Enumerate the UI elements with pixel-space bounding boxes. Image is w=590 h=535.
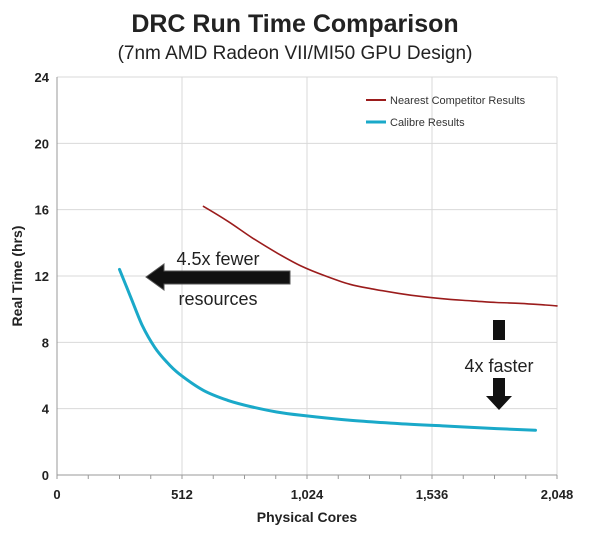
legend-label-nearest-competitor: Nearest Competitor Results [390,95,526,107]
y-axis-label: Real Time (hrs) [9,226,25,327]
y-tick-label: 20 [35,136,49,151]
series-line-nearest-competitor [202,205,558,307]
down-arrow-top-segment [493,320,505,340]
chart-title: DRC Run Time Comparison [131,10,459,38]
legend[interactable]: Nearest Competitor Results Calibre Resul… [366,95,526,129]
x-tick-label: 1,536 [416,487,449,502]
chart-subtitle: (7nm AMD Radeon VII/MI50 GPU Design) [117,43,473,64]
x-tick-label: 512 [171,487,193,502]
x-axis-label: Physical Cores [257,509,358,525]
annotation-faster: 4x faster [464,356,533,376]
axes: 0 4 8 12 16 20 24 0 512 1,024 1,536 2,048 Physical C… [9,70,573,525]
x-tick-label: 2,048 [541,487,574,502]
series-lines [118,205,558,432]
left-arrow-icon [145,263,291,291]
y-tick-label: 0 [42,468,49,483]
x-tick-label: 0 [53,487,60,502]
y-tick-label: 24 [35,70,50,85]
y-tick-label: 12 [35,269,49,284]
legend-label-calibre: Calibre Results [390,117,465,129]
down-arrow-icon [486,378,512,410]
y-tick-label: 4 [42,402,50,417]
annotations: 4.5x fewer resources 4x faster [145,249,534,410]
annotation-fewer-line2: resources [178,289,257,309]
y-tick-label: 16 [35,203,49,218]
series-line-calibre [118,267,537,432]
x-tick-label: 1,024 [291,487,324,502]
annotation-fewer-line1: 4.5x fewer [176,249,259,269]
y-tick-label: 8 [42,335,49,350]
